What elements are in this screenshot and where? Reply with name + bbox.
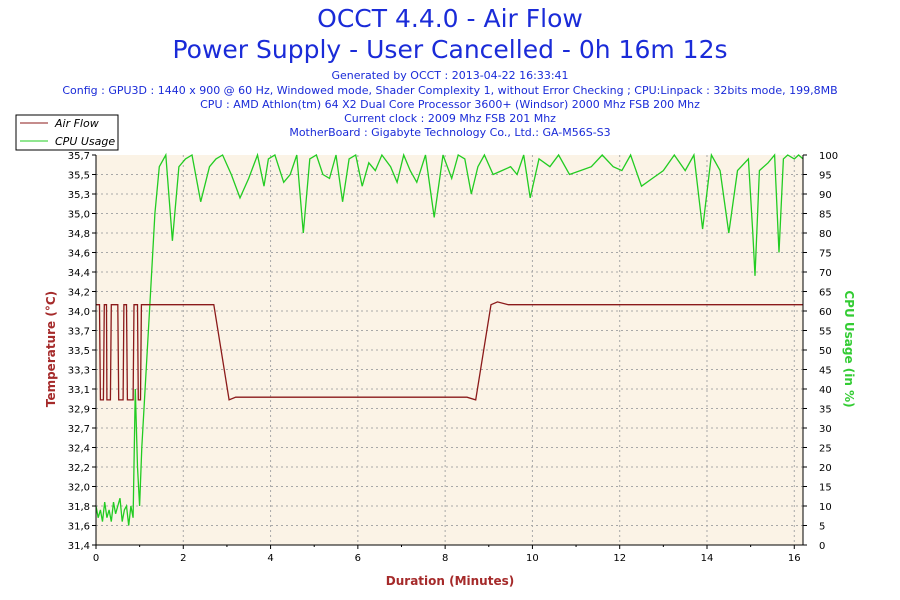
y-tick-label: 35,7 bbox=[68, 151, 90, 162]
y-tick-label: 35,5 bbox=[68, 171, 90, 182]
legend-cpu-usage-label: CPU Usage bbox=[55, 135, 115, 148]
right-axis-label: CPU Usage (in %) bbox=[842, 290, 856, 407]
y2-tick-label: 40 bbox=[819, 385, 832, 396]
y-tick-label: 31,8 bbox=[68, 502, 90, 513]
y-tick-label: 32,4 bbox=[68, 444, 90, 455]
y2-tick-label: 25 bbox=[819, 444, 832, 455]
y-tick-label: 34,0 bbox=[68, 307, 90, 318]
x-tick-label: 6 bbox=[355, 553, 361, 564]
x-tick-label: 2 bbox=[180, 553, 186, 564]
y-tick-label: 34,8 bbox=[68, 229, 90, 240]
legend-box bbox=[15, 114, 119, 151]
chart-title: OCCT 4.4.0 - Air Flow bbox=[317, 4, 583, 33]
y2-tick-label: 55 bbox=[819, 327, 832, 338]
y-tick-label: 35,0 bbox=[68, 210, 90, 221]
y2-tick-label: 85 bbox=[819, 210, 832, 221]
y2-tick-label: 60 bbox=[819, 307, 832, 318]
y2-tick-label: 80 bbox=[819, 229, 832, 240]
y2-tick-label: 75 bbox=[819, 249, 832, 260]
y2-tick-label: 95 bbox=[819, 171, 832, 182]
y2-tick-label: 10 bbox=[819, 502, 832, 513]
y2-tick-label: 70 bbox=[819, 268, 832, 279]
y-tick-label: 31,6 bbox=[68, 522, 90, 533]
y-tick-label: 31,4 bbox=[68, 541, 90, 552]
info-cpu: CPU : AMD Athlon(tm) 64 X2 Dual Core Pro… bbox=[200, 98, 700, 111]
y2-tick-label: 30 bbox=[819, 424, 832, 435]
axes bbox=[95, 155, 804, 546]
y2-tick-label: 35 bbox=[819, 405, 832, 416]
y2-tick-label: 90 bbox=[819, 190, 832, 201]
y2-tick-label: 45 bbox=[819, 366, 832, 377]
series-cpu-usage-line bbox=[95, 152, 804, 526]
y2-tick-label: 20 bbox=[819, 463, 832, 474]
plot-area bbox=[96, 155, 803, 545]
series-lines bbox=[95, 152, 804, 526]
y2-tick-label: 65 bbox=[819, 288, 832, 299]
y-tick-label: 32,9 bbox=[68, 405, 90, 416]
y-tick-label: 34,4 bbox=[68, 268, 90, 279]
x-tick-label: 10 bbox=[526, 553, 539, 564]
info-motherboard: MotherBoard : Gigabyte Technology Co., L… bbox=[289, 126, 611, 139]
x-axis-label: Duration (Minutes) bbox=[386, 574, 514, 588]
y-tick-label: 35,3 bbox=[68, 190, 90, 201]
chart-subtitle: Power Supply - User Cancelled - 0h 16m 1… bbox=[172, 35, 728, 64]
y-tick-label: 34,6 bbox=[68, 249, 90, 260]
y-tick-label: 32,0 bbox=[68, 483, 90, 494]
x-tick-label: 12 bbox=[613, 553, 626, 564]
y-tick-label: 33,7 bbox=[68, 327, 90, 338]
x-tick-label: 8 bbox=[442, 553, 448, 564]
y-tick-label: 33,1 bbox=[68, 385, 90, 396]
y2-tick-label: 15 bbox=[819, 483, 832, 494]
info-generated: Generated by OCCT : 2013-04-22 16:33:41 bbox=[331, 69, 569, 82]
legend-air-flow-label: Air Flow bbox=[54, 117, 99, 130]
y-tick-label: 33,5 bbox=[68, 346, 90, 357]
y-tick-label: 32,2 bbox=[68, 463, 90, 474]
grid-lines bbox=[96, 155, 803, 545]
x-tick-label: 14 bbox=[701, 553, 714, 564]
series-air-flow-line bbox=[96, 301, 803, 401]
y2-tick-label: 50 bbox=[819, 346, 832, 357]
y-tick-label: 34,2 bbox=[68, 288, 90, 299]
y2-tick-label: 0 bbox=[819, 541, 825, 552]
x-tick-label: 16 bbox=[788, 553, 801, 564]
x-tick-label: 0 bbox=[93, 553, 99, 564]
x-tick-label: 4 bbox=[267, 553, 273, 564]
y-tick-label: 33,3 bbox=[68, 366, 90, 377]
info-config: Config : GPU3D : 1440 x 900 @ 60 Hz, Win… bbox=[62, 84, 838, 97]
y2-tick-label: 5 bbox=[819, 522, 825, 533]
y-tick-label: 32,7 bbox=[68, 424, 90, 435]
info-clock: Current clock : 2009 Mhz FSB 201 Mhz bbox=[344, 112, 556, 125]
y2-tick-label: 100 bbox=[819, 151, 838, 162]
legend: Air Flow CPU Usage bbox=[15, 114, 119, 151]
left-axis-label: Temperature (°C) bbox=[44, 291, 58, 407]
